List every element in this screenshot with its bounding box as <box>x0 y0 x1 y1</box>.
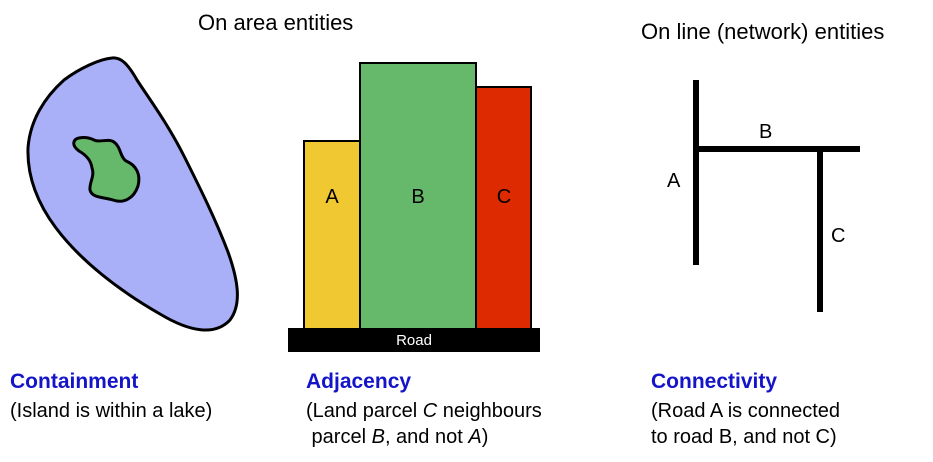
parcel-b-label: B <box>411 186 424 208</box>
connectivity-figure: A B C <box>667 80 860 312</box>
parcel-c-label: C <box>497 186 511 208</box>
line-entities-heading: On line (network) entities <box>641 19 885 44</box>
parcel-c <box>475 86 532 330</box>
island-shape <box>72 136 141 203</box>
road-label: Road <box>396 332 432 349</box>
adjacency-description-line1: (Land parcel C neighbours <box>306 400 542 422</box>
connectivity-title: Connectivity <box>651 370 778 393</box>
connectivity-description-line1: (Road A is connected <box>651 400 841 422</box>
containment-figure <box>26 56 239 332</box>
road-a-label: A <box>667 170 681 192</box>
adjacency-title: Adjacency <box>306 370 412 393</box>
parcel-a-label: A <box>325 186 339 208</box>
area-entities-heading: On area entities <box>198 10 354 35</box>
road-b-label: B <box>759 121 772 143</box>
containment-description: (Island is within a lake) <box>10 400 213 422</box>
connectivity-description-line2: to road B, and not C) <box>651 426 837 448</box>
adjacency-figure: A B C Road <box>288 62 540 352</box>
containment-title: Containment <box>10 370 139 393</box>
adjacency-description-line2: parcel B, and not A) <box>306 426 489 448</box>
road-bar <box>288 328 540 352</box>
road-c-label: C <box>831 225 845 247</box>
parcel-a <box>303 140 361 330</box>
